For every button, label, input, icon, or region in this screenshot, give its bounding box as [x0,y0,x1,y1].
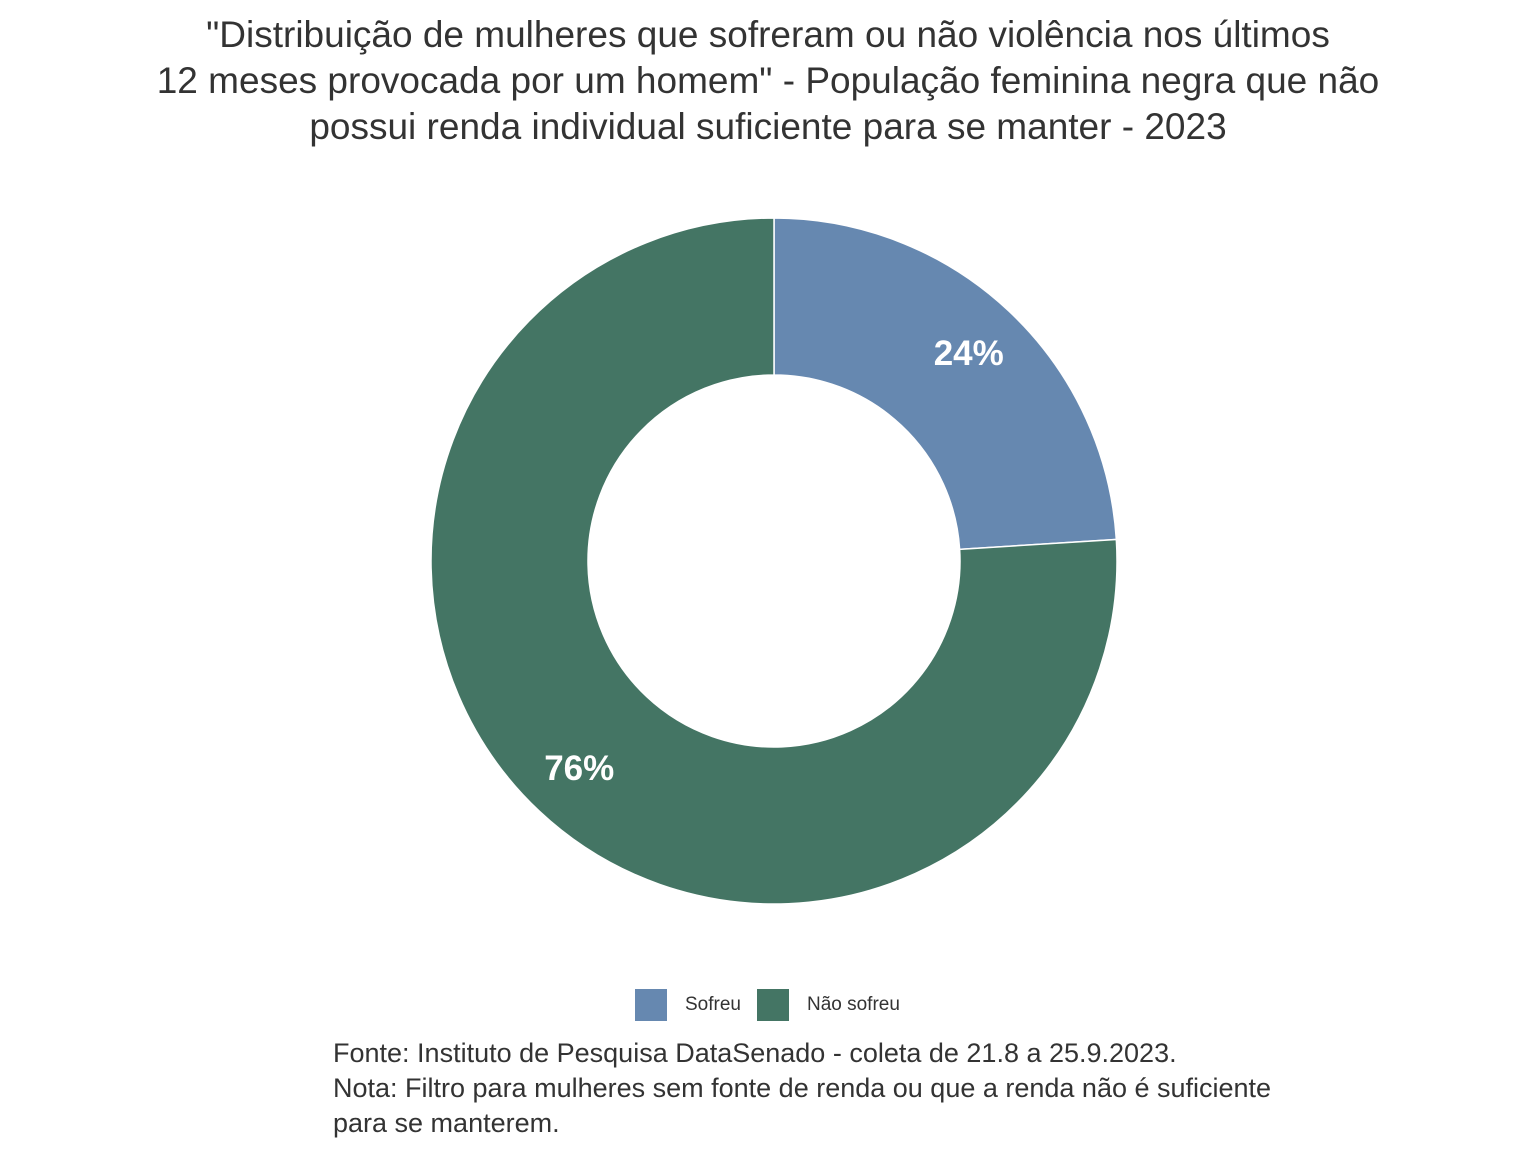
caption-note-line-2: para se manterem. [333,1108,560,1138]
donut-slice-sofreu [773,217,1118,551]
legend-item-nao-sofreu: Não sofreu [756,989,900,1021]
legend-swatch-nao-sofreu [756,989,789,1021]
chart-title: "Distribuição de mulheres que sofreram o… [0,12,1536,150]
legend-item-sofreu: Sofreu [635,989,741,1021]
legend-swatch-sofreu [635,989,667,1021]
chart-title-line-1: "Distribuição de mulheres que sofreram o… [206,14,1330,55]
donut-label-nao-sofreu: 76% [544,749,614,788]
chart-legend: Sofreu Não sofreu [635,988,916,1022]
caption-source: Fonte: Instituto de Pesquisa DataSenado … [333,1038,1177,1068]
legend-label-nao-sofreu: Não sofreu [806,994,900,1015]
donut-label-sofreu: 24% [934,334,1004,373]
chart-caption: Fonte: Instituto de Pesquisa DataSenado … [333,1036,1271,1141]
chart-title-line-3: possui renda individual suficiente para … [309,106,1227,147]
chart-title-line-2: 12 meses provocada por um homem" - Popul… [156,60,1380,101]
legend-label-sofreu: Sofreu [685,994,741,1015]
caption-note-line-1: Nota: Filtro para mulheres sem fonte de … [333,1073,1272,1103]
donut-slice-nao-sofreu [430,217,1118,905]
